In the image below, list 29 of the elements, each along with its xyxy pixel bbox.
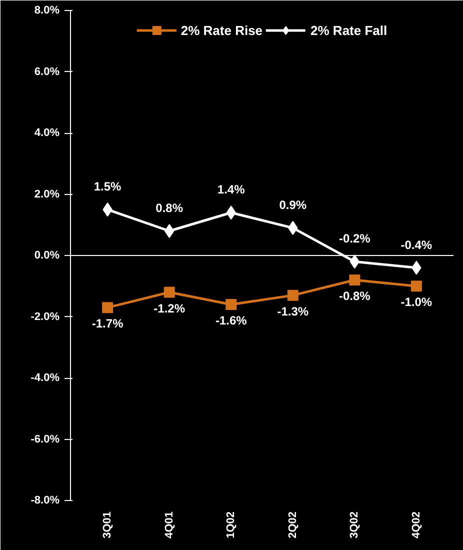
- text: 0.9%: [279, 198, 307, 212]
- y-tick-label: 4.0%: [34, 127, 60, 139]
- text: -0.2%: [338, 232, 370, 246]
- legend-label: 2% Rate Rise: [180, 22, 263, 38]
- x-tick-label: 4Q01: [163, 511, 176, 538]
- x-tick-label: 3Q02: [348, 511, 361, 538]
- y-tick-label: -6.0%: [30, 433, 60, 446]
- text: -1.0%: [400, 295, 432, 310]
- text: 1.4%: [217, 182, 245, 197]
- y-tick-label: 8.0%: [34, 4, 60, 16]
- text: -1.7%: [92, 316, 124, 331]
- text: -1.2%: [154, 301, 186, 316]
- text: -1.3%: [277, 304, 309, 318]
- y-tick-label: 0.0%: [34, 250, 60, 262]
- x-tick-label: 3Q01: [102, 511, 114, 538]
- text: -1.6%: [215, 314, 247, 328]
- text: -0.8%: [338, 289, 370, 303]
- text: 1.5%: [94, 180, 122, 194]
- y-tick-label: -8.0%: [30, 494, 60, 506]
- y-tick-label: 6.0%: [34, 66, 60, 78]
- y-tick-label: -2.0%: [30, 310, 60, 323]
- x-tick-label: 4Q02: [410, 511, 422, 538]
- y-tick-label: 2.0%: [34, 188, 60, 200]
- x-tick-label: 2Q02: [286, 511, 299, 538]
- text: 0.8%: [156, 201, 184, 215]
- legend-label: 2% Rate Fall: [310, 22, 388, 38]
- x-tick-label: 1Q02: [225, 511, 238, 538]
- y-tick-label: -4.0%: [30, 372, 60, 384]
- text: -0.4%: [400, 238, 432, 252]
